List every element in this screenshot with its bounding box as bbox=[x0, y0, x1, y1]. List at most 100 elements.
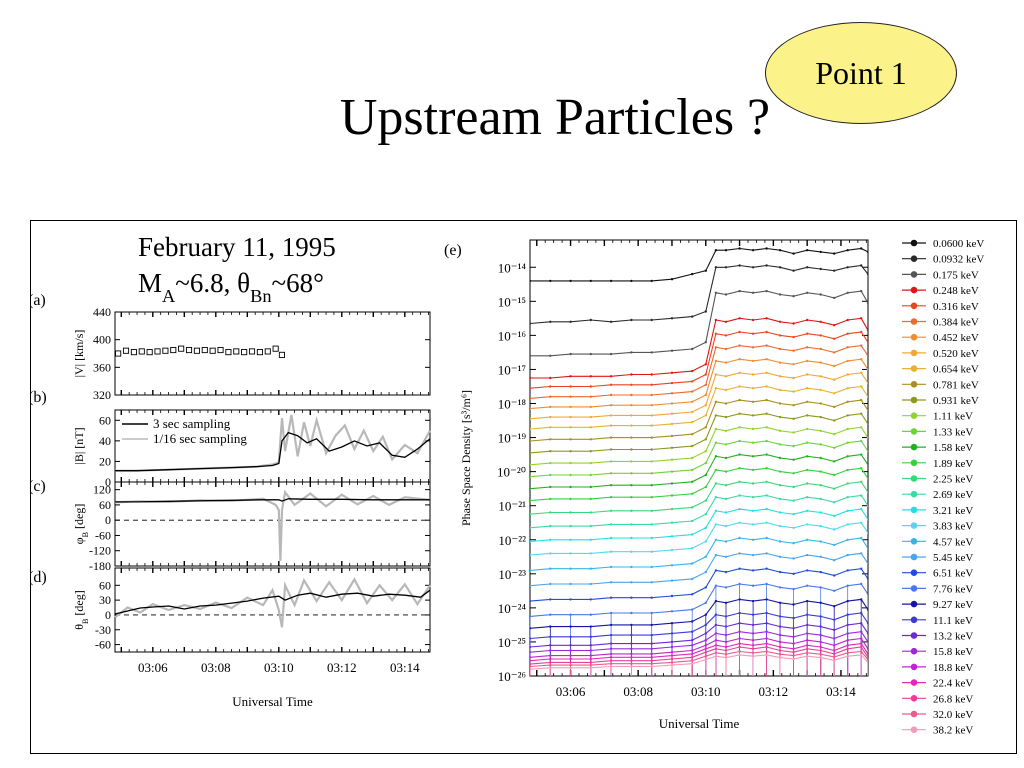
series-point bbox=[714, 496, 718, 499]
series-point bbox=[650, 596, 653, 599]
series-point bbox=[724, 361, 728, 364]
series-point bbox=[806, 651, 809, 654]
series-point bbox=[530, 526, 532, 529]
series-point bbox=[724, 293, 728, 296]
series-point bbox=[569, 450, 572, 453]
legend-label: 5.45 keV bbox=[933, 552, 973, 564]
series-point bbox=[569, 538, 572, 541]
legend-label: 0.384 keV bbox=[933, 317, 979, 329]
series-point bbox=[714, 647, 718, 650]
legend-label: 32.0 keV bbox=[933, 709, 973, 721]
series-point bbox=[714, 599, 718, 603]
series-point bbox=[778, 375, 782, 378]
figure-conditions: MA~6.8, θBn~68° bbox=[138, 268, 324, 306]
series-point bbox=[819, 443, 822, 446]
series-point bbox=[765, 650, 768, 653]
series-point bbox=[650, 383, 653, 386]
series-point bbox=[691, 369, 694, 373]
series-point bbox=[650, 611, 653, 615]
series-point bbox=[751, 523, 755, 526]
series-point bbox=[846, 373, 849, 376]
series-point bbox=[738, 289, 741, 293]
series-point bbox=[860, 611, 863, 615]
series-point bbox=[650, 581, 653, 584]
legend-marker bbox=[910, 663, 918, 671]
series-point bbox=[724, 653, 728, 656]
series-point bbox=[650, 279, 653, 283]
y-tick-label: 30 bbox=[99, 593, 111, 607]
series-point bbox=[833, 252, 836, 255]
series-point bbox=[549, 552, 552, 555]
series-point bbox=[530, 427, 532, 431]
series-point bbox=[569, 654, 572, 657]
series-point bbox=[569, 497, 572, 501]
series-point bbox=[549, 625, 552, 628]
series-point bbox=[589, 461, 592, 465]
series-point bbox=[833, 655, 836, 659]
legend-marker bbox=[910, 679, 918, 686]
y-axis-label: |B| [nT] bbox=[72, 427, 86, 464]
series-point bbox=[650, 536, 653, 540]
series-point bbox=[724, 555, 728, 558]
series-point bbox=[866, 547, 868, 550]
series-point bbox=[792, 458, 795, 461]
legend-marker bbox=[910, 632, 918, 639]
series-point bbox=[691, 547, 694, 550]
series-point bbox=[765, 567, 768, 570]
series-point bbox=[691, 272, 694, 276]
series-point bbox=[846, 427, 849, 431]
series-point bbox=[819, 267, 822, 271]
series-point bbox=[609, 509, 613, 512]
y-tick-label: 120 bbox=[93, 483, 111, 497]
series-point bbox=[724, 649, 728, 652]
series-point bbox=[630, 652, 633, 656]
series-point bbox=[530, 627, 532, 630]
series-point bbox=[792, 657, 795, 661]
series-point bbox=[714, 291, 718, 294]
series-point bbox=[724, 443, 728, 446]
series-point bbox=[738, 467, 741, 470]
series-point bbox=[860, 630, 863, 633]
legend-marker bbox=[910, 569, 918, 576]
x-tick-label: 03:08 bbox=[201, 660, 231, 675]
series-point bbox=[751, 644, 755, 647]
panel-letter: (b) bbox=[30, 389, 47, 406]
series-point bbox=[866, 436, 868, 439]
series-point bbox=[569, 666, 572, 669]
velocity-point bbox=[170, 346, 177, 354]
series-point bbox=[530, 397, 532, 400]
series-point bbox=[650, 472, 653, 475]
series-line bbox=[530, 426, 868, 466]
series-point bbox=[860, 398, 863, 402]
series-point bbox=[670, 349, 674, 352]
series-point bbox=[765, 358, 768, 361]
series-point bbox=[714, 441, 718, 444]
series-point bbox=[846, 632, 849, 635]
series-point bbox=[765, 645, 768, 649]
panel-letter: (a) bbox=[30, 292, 46, 309]
series-point bbox=[650, 509, 653, 512]
series-point bbox=[630, 565, 633, 569]
series-point bbox=[738, 439, 741, 443]
velocity-point bbox=[162, 347, 169, 354]
series-point bbox=[846, 553, 849, 557]
series-line bbox=[114, 589, 431, 615]
series-point bbox=[792, 499, 795, 502]
series-point bbox=[866, 354, 868, 357]
series-point bbox=[846, 655, 849, 658]
series-point bbox=[806, 373, 809, 376]
series-point bbox=[691, 400, 694, 403]
point-badge: Point 1 bbox=[765, 22, 957, 124]
series-point bbox=[630, 318, 633, 322]
series-line bbox=[530, 568, 868, 602]
slide-title: Upstream Particles ? bbox=[339, 89, 771, 146]
series-point bbox=[846, 599, 849, 603]
series-point bbox=[866, 504, 868, 507]
legend-marker bbox=[910, 585, 918, 592]
legend-marker bbox=[910, 506, 918, 514]
series-point bbox=[792, 526, 795, 529]
series-point bbox=[751, 569, 755, 572]
series-point bbox=[714, 427, 718, 431]
series-point bbox=[691, 656, 694, 659]
legend-label: 0.781 keV bbox=[933, 379, 979, 391]
